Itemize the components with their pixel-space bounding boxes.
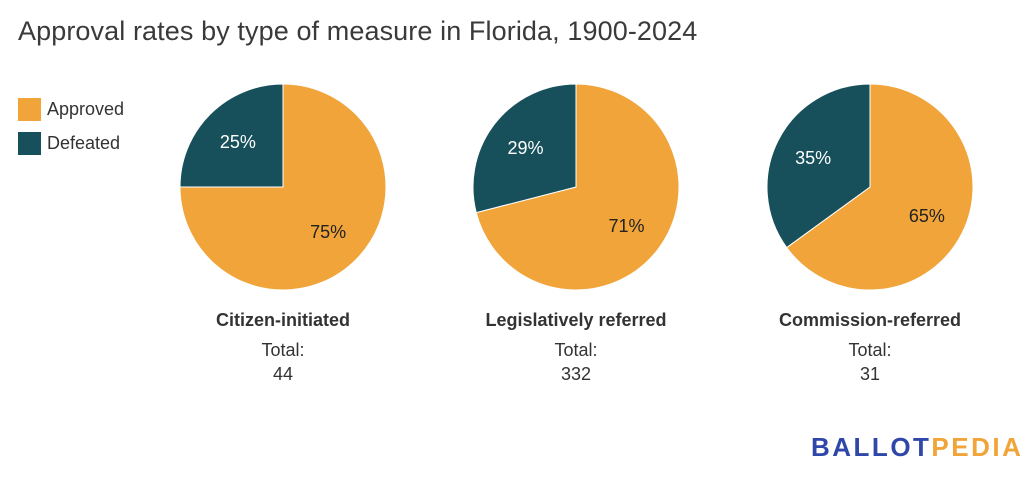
legend: Approved Defeated [18, 92, 124, 160]
legend-label: Defeated [47, 132, 121, 153]
legend-item-defeated: Defeated [18, 126, 124, 160]
slice-label-defeated: 25% [220, 132, 256, 152]
pie-total-value: 332 [561, 364, 591, 384]
slice-label-approved: 71% [608, 216, 644, 236]
legend-swatch-defeated [18, 131, 41, 155]
pie-citizen-initiated: 75% 25% Citizen-initiated Total: 44 [179, 83, 387, 384]
pie-category-label: Citizen-initiated [216, 310, 350, 330]
pie-slice-defeated [179, 83, 284, 188]
legend-label: Approved [47, 98, 125, 119]
legend-swatch-approved [18, 97, 41, 121]
chart-title: Approval rates by type of measure in Flo… [18, 16, 698, 46]
slice-label-approved: 65% [909, 206, 945, 226]
pie-slice-approved [785, 83, 974, 291]
pie-slice-defeated [472, 83, 577, 214]
pie-total-value: 31 [860, 364, 880, 384]
pie-total-label: Total: [261, 340, 304, 360]
slice-label-defeated: 29% [508, 138, 544, 158]
legend-item-approved: Approved [18, 92, 124, 126]
pie-commission-referred: 65% 35% Commission-referred Total: 31 [766, 83, 974, 384]
pie-total-label: Total: [554, 340, 597, 360]
pie-total-value: 44 [273, 364, 293, 384]
slice-label-approved: 75% [310, 222, 346, 242]
pie-legislatively-referred: 71% 29% Legislatively referred Total: 332 [472, 83, 680, 384]
pie-slice-approved [179, 83, 387, 291]
pie-total-label: Total: [848, 340, 891, 360]
ballotpedia-logo: BALLOTPEDIA [811, 432, 1023, 463]
pie-slice-defeated [766, 83, 871, 249]
pie-slice-approved [475, 83, 680, 291]
pie-category-label: Commission-referred [779, 310, 961, 330]
pie-category-label: Legislatively referred [485, 310, 666, 330]
logo-part1: BALLOT [811, 432, 932, 462]
logo-part2: PEDIA [931, 432, 1024, 462]
slice-label-defeated: 35% [795, 148, 831, 168]
